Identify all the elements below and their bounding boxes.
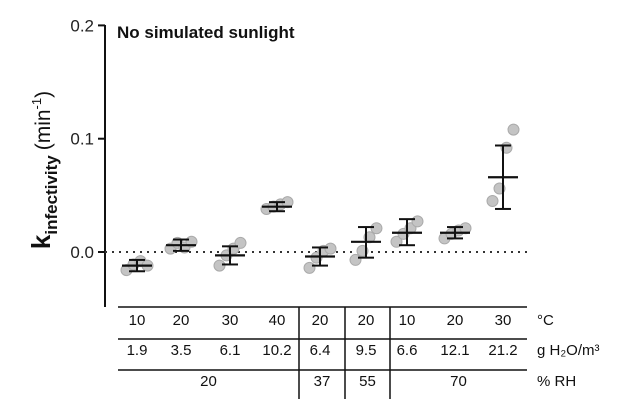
temperature-cell: 10 — [129, 312, 146, 329]
abs-humidity-cell: 6.4 — [310, 342, 331, 359]
temperature-cell: 30 — [495, 312, 512, 329]
data-marks — [120, 123, 520, 277]
y-axis-label-main: k — [26, 234, 56, 249]
abs-humidity-cell: 21.2 — [488, 342, 517, 359]
y-tick-label: 0.0 — [70, 243, 94, 262]
abs-humidity-cell: 6.1 — [220, 342, 241, 359]
abs-humidity-cell: 6.6 — [397, 342, 418, 359]
rh-cell: 55 — [359, 373, 376, 390]
temperature-row-label: °C — [537, 312, 554, 329]
abs-humidity-cell: 12.1 — [440, 342, 469, 359]
axes: 0.0 0.1 0.2 — [70, 16, 530, 307]
rh-row-label: % RH — [537, 373, 576, 390]
condition-table: 10 1.9 20 3.5 30 6.1 40 10.2 20 6.4 20 9.5 10 6.6 20 12… — [118, 306, 600, 399]
data-point — [486, 195, 499, 208]
temperature-cell: 20 — [173, 312, 190, 329]
abs-humidity-cell: 9.5 — [356, 342, 377, 359]
y-axis-label: kinfectivity (min-1) — [26, 91, 61, 249]
data-point — [213, 259, 226, 272]
abs-humidity-cell: 3.5 — [171, 342, 192, 359]
y-axis-label-subscript: infectivity — [42, 155, 61, 235]
temperature-cell: 20 — [447, 312, 464, 329]
y-axis-label-unit: (min — [32, 109, 55, 150]
y-axis-label-unit-close: ) — [32, 91, 55, 98]
rh-cell: 20 — [200, 373, 217, 390]
data-point — [324, 242, 337, 255]
abs-humidity-cell: 1.9 — [127, 342, 148, 359]
data-point — [349, 253, 362, 266]
y-tick-label: 0.1 — [70, 130, 94, 149]
abs-humidity-cell: 10.2 — [262, 342, 291, 359]
temperature-cell: 20 — [358, 312, 375, 329]
chart-title: No simulated sunlight — [117, 23, 295, 42]
rh-cell: 70 — [450, 373, 467, 390]
data-point — [303, 261, 316, 274]
y-axis-label-unit-exponent: -1 — [29, 98, 44, 110]
temperature-cell: 40 — [269, 312, 286, 329]
abs-humidity-row-label: g H₂O/m³ — [537, 342, 600, 359]
temperature-cell: 10 — [399, 312, 416, 329]
rh-cell: 37 — [314, 373, 331, 390]
data-point — [507, 123, 520, 136]
data-point — [411, 215, 424, 228]
y-tick-label: 0.2 — [70, 16, 94, 35]
temperature-cell: 30 — [222, 312, 239, 329]
data-point — [370, 222, 383, 235]
temperature-cell: 20 — [312, 312, 329, 329]
